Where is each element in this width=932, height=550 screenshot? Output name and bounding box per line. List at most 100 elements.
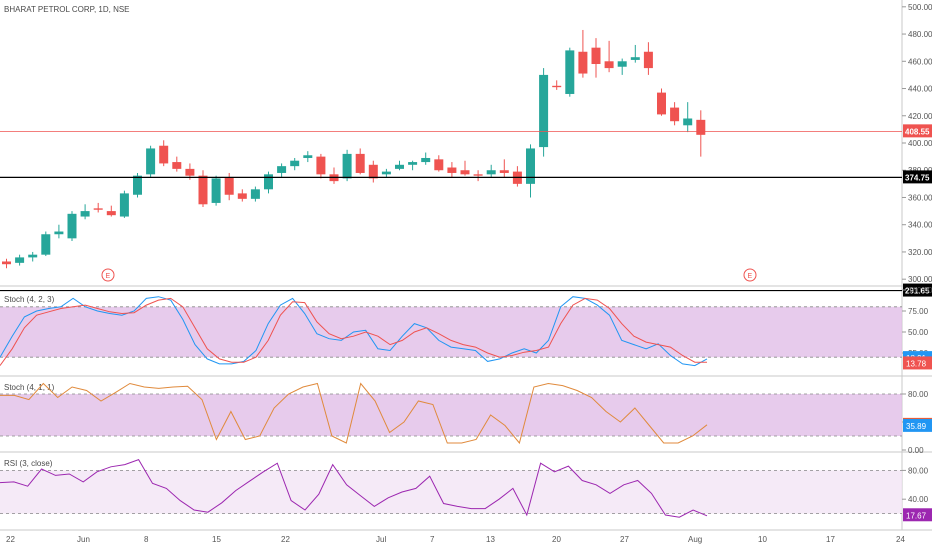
candle-body — [526, 148, 535, 184]
indicator-value-label: 35.89 — [906, 422, 927, 431]
price-level-badge — [903, 124, 932, 138]
indicator-tick-label: 80.00 — [908, 390, 929, 399]
candle-body — [2, 261, 11, 265]
candle-body — [237, 193, 247, 199]
candle-body — [591, 47, 601, 65]
candle-body — [250, 189, 260, 199]
candle-body — [133, 175, 142, 195]
candle-body — [93, 208, 103, 210]
x-tick-label: 22 — [281, 535, 290, 544]
x-tick-label: 8 — [144, 535, 149, 544]
indicator-band — [0, 470, 902, 514]
price-tick-label: 300.00 — [908, 275, 932, 284]
candle-body — [355, 153, 365, 173]
x-tick-label: 17 — [826, 535, 835, 544]
indicator-tick-label: 75.00 — [908, 307, 929, 316]
price-tick-label: 360.00 — [908, 193, 932, 202]
candle-body — [683, 118, 693, 126]
candle-body — [224, 177, 234, 195]
candle-body — [539, 74, 549, 148]
candle-body — [578, 51, 588, 74]
price-tick-label: 340.00 — [908, 221, 932, 230]
x-tick-label: 22 — [6, 535, 15, 544]
price-level-label: 408.55 — [905, 127, 930, 136]
indicator-tick-label: 40.00 — [908, 495, 929, 504]
x-tick-label: 7 — [430, 535, 435, 544]
price-tick-label: 500.00 — [908, 3, 932, 12]
chart-title: BHARAT PETROL CORP, 1D, NSE — [4, 5, 130, 14]
earnings-marker — [101, 268, 115, 282]
price-tick-label: 480.00 — [908, 30, 932, 39]
candle-body — [604, 61, 614, 69]
candle-body — [15, 257, 25, 263]
indicator-value-badge — [903, 508, 932, 522]
x-tick-label: 13 — [486, 535, 495, 544]
candle-body — [316, 156, 326, 175]
indicator-tick-label: 100.00 — [908, 286, 932, 295]
candle-body — [41, 234, 51, 255]
x-tick-label: 24 — [896, 535, 905, 544]
candle-body — [80, 211, 90, 217]
indicator-value-label: 17.67 — [906, 511, 927, 520]
x-tick-label: 15 — [212, 535, 221, 544]
candle-body — [486, 170, 496, 175]
candle-body — [106, 211, 116, 216]
candle-body — [185, 168, 195, 176]
x-tick-label: Aug — [688, 535, 702, 544]
price-tick-label: 440.00 — [908, 85, 932, 94]
indicator-tick-label: 80.00 — [908, 466, 929, 475]
candle-body — [460, 170, 470, 175]
candle-body — [303, 155, 313, 158]
candle-body — [28, 254, 38, 258]
earnings-marker — [743, 268, 757, 282]
candle-body — [447, 167, 457, 173]
candle-body — [657, 92, 666, 115]
candle-body — [146, 148, 156, 175]
candle-body — [552, 85, 562, 88]
earnings-label: E — [106, 273, 111, 280]
candle-body — [565, 50, 575, 94]
candle-body — [198, 175, 208, 205]
candle-body — [630, 57, 640, 60]
indicator-band — [0, 306, 902, 358]
indicator-tick-label: 50.00 — [908, 328, 929, 337]
candle-body — [368, 164, 378, 179]
candle-body — [67, 213, 77, 239]
indicator-line — [0, 382, 708, 445]
indicator-line — [0, 296, 708, 367]
candle-body — [342, 153, 352, 179]
x-tick-label: 27 — [620, 535, 629, 544]
candle-body — [617, 61, 627, 67]
indicator-tick-label: 0.00 — [908, 446, 924, 455]
x-tick-label: 20 — [552, 535, 561, 544]
candle-body — [408, 162, 418, 165]
candle-body — [381, 171, 391, 175]
candle-body — [696, 119, 706, 135]
candle-body — [434, 159, 444, 171]
x-tick-label: Jul — [376, 535, 386, 544]
stoch-fast-title: Stoch (4, 1, 1) — [4, 383, 55, 392]
x-tick-label: Jun — [77, 535, 90, 544]
indicator-value-badge — [903, 356, 932, 370]
candle-body — [421, 157, 431, 163]
indicator-line — [0, 297, 707, 366]
candle-body — [395, 164, 404, 169]
indicator-value-label: 13.78 — [906, 359, 927, 368]
candle-body — [277, 166, 287, 173]
candle-body — [670, 107, 680, 122]
price-level-badge — [903, 283, 932, 297]
candle-body — [159, 145, 169, 164]
candle-body — [264, 174, 273, 190]
price-level-label: 374.75 — [905, 173, 930, 182]
price-level-badge — [903, 170, 932, 184]
candle-body — [54, 231, 64, 235]
candle-body — [172, 162, 182, 169]
indicator-band — [0, 394, 902, 436]
candle-body — [473, 174, 483, 176]
indicator-value-badge — [903, 418, 932, 432]
price-level-label: 291.65 — [905, 287, 930, 296]
indicator-line — [0, 458, 708, 518]
price-tick-label: 420.00 — [908, 112, 932, 121]
earnings-label: E — [748, 273, 753, 280]
